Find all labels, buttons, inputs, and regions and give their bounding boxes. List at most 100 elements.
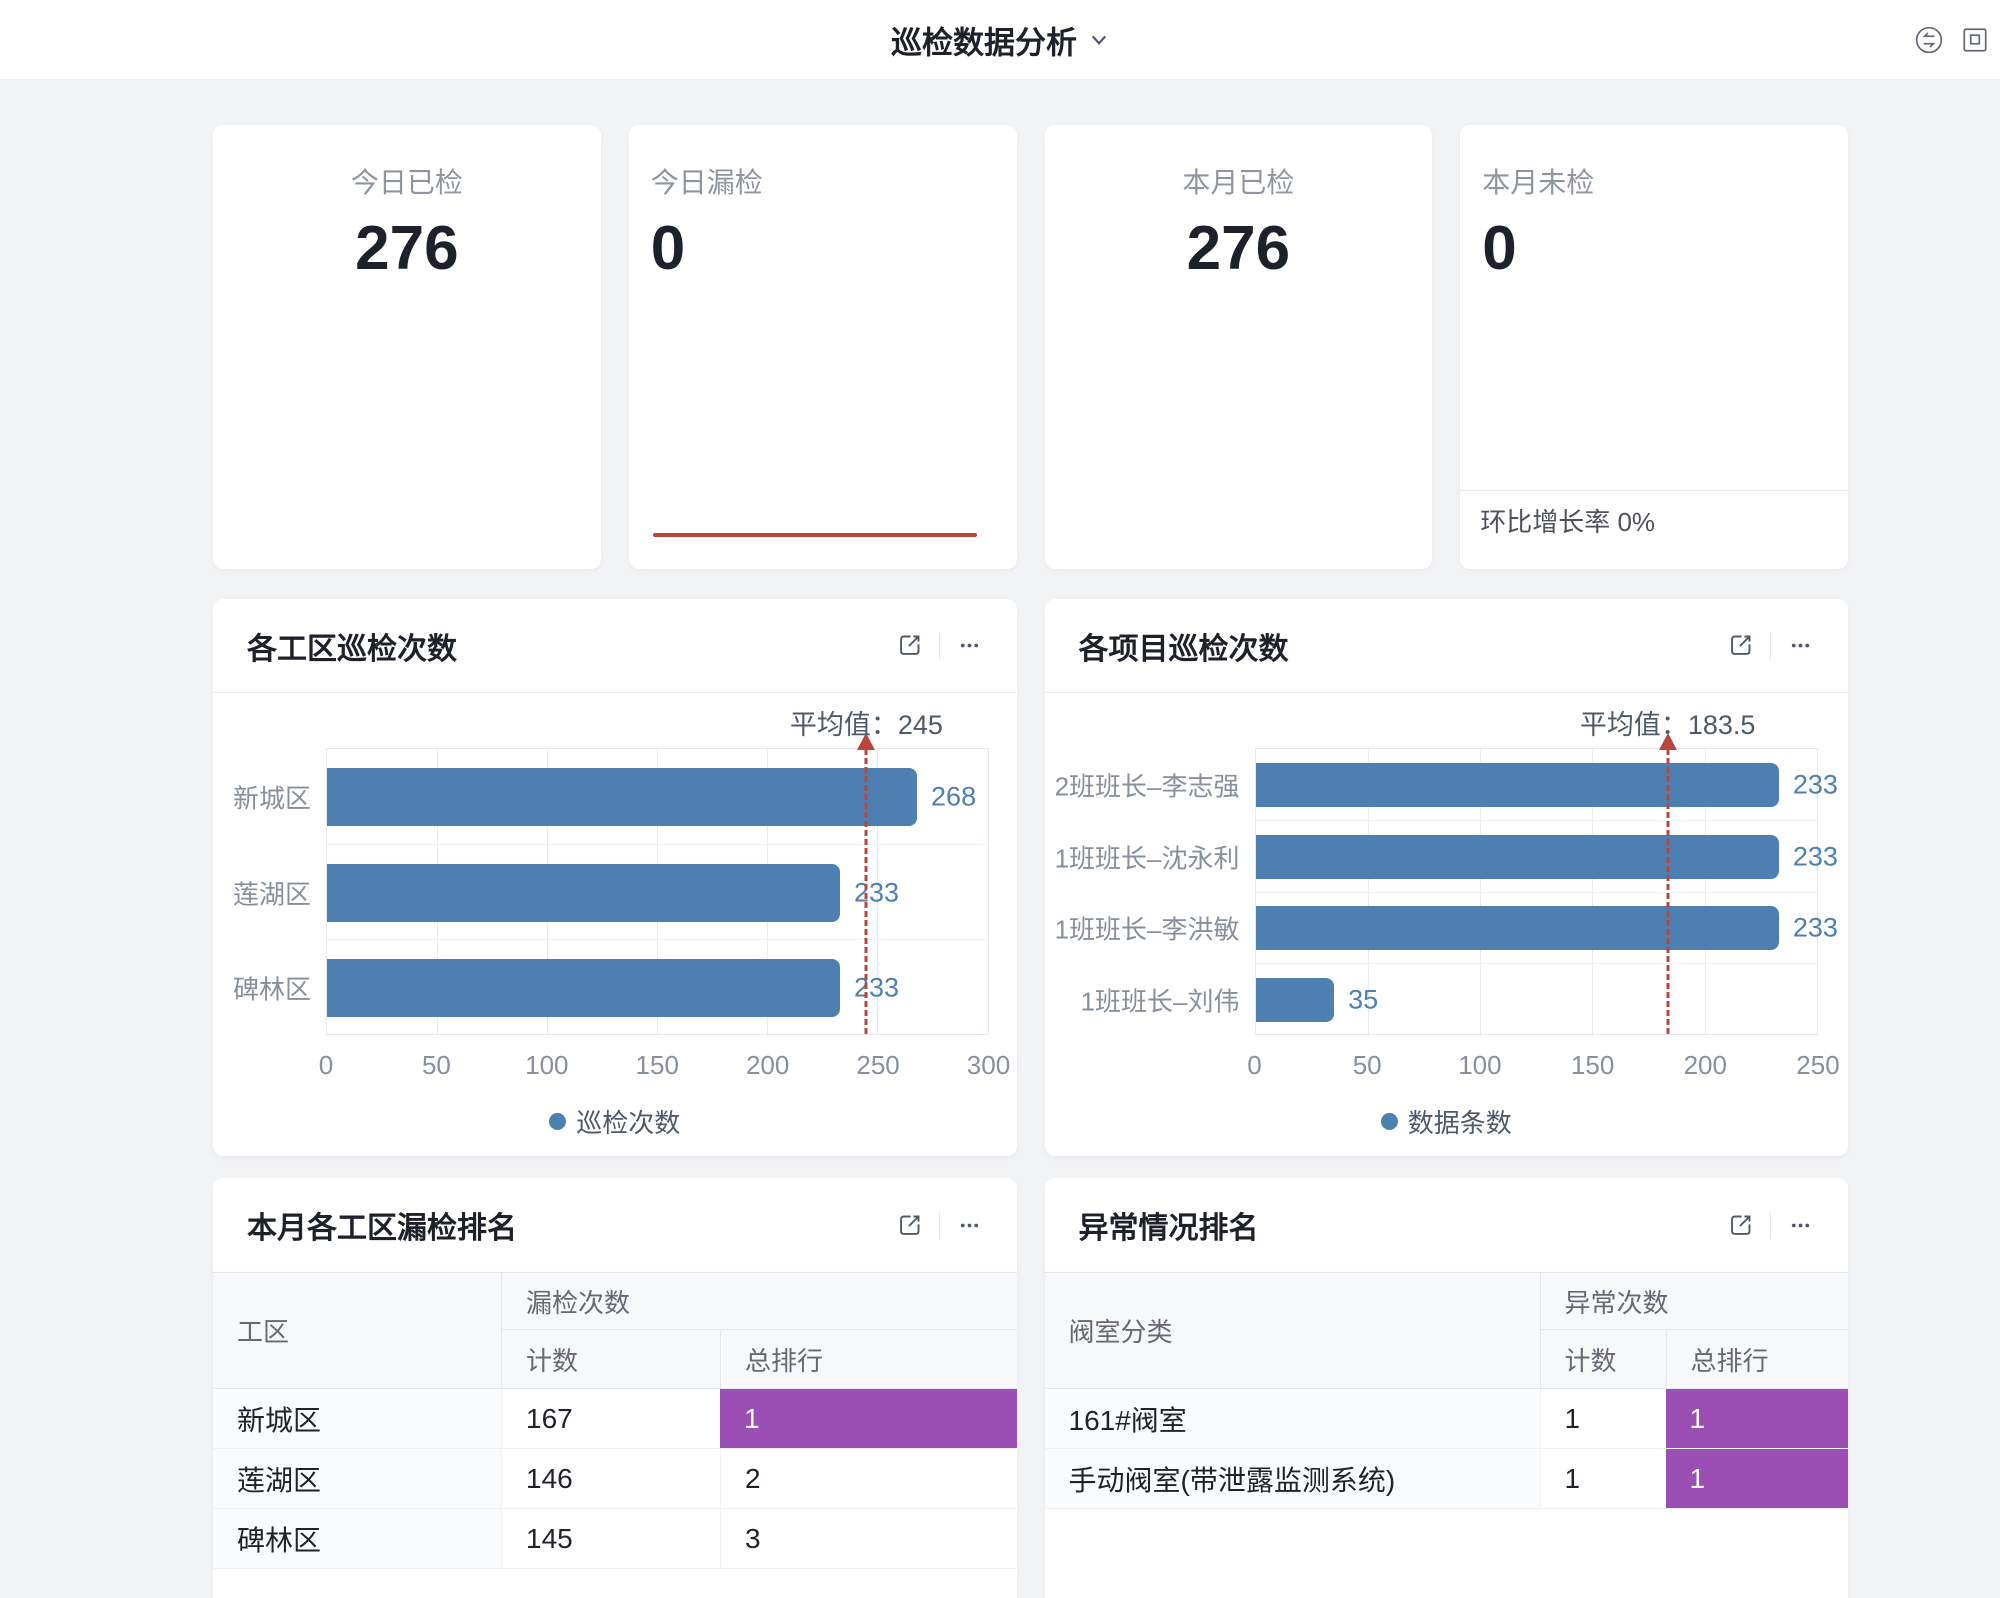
- external-link-icon[interactable]: [896, 632, 923, 659]
- legend-label: 数据条数: [1407, 1108, 1512, 1138]
- divider: [1770, 632, 1771, 659]
- gridline: [877, 749, 879, 1034]
- bar-segment[interactable]: [327, 767, 918, 826]
- x-tick-label: 150: [635, 1050, 679, 1080]
- table-row: 碑林区 145 3: [213, 1509, 1017, 1569]
- bar-chart-projects: 2班班长–李志强 233 1班班长–沈永利 233 1班班长–李洪敏 233 1班班长–刘伟…: [1045, 693, 1849, 1155]
- column-header: 总排行: [1665, 1330, 1849, 1388]
- gridline: [1255, 820, 1817, 822]
- more-ellipsis-icon[interactable]: [956, 1212, 983, 1239]
- x-tick-label: 150: [1570, 1050, 1615, 1080]
- legend-item[interactable]: 数据条数: [1045, 1103, 1849, 1140]
- stat-card-month-checked: 本月已检 276: [1044, 125, 1433, 569]
- value-label: 35: [1348, 984, 1379, 1015]
- chart-title: 各工区巡检次数: [247, 632, 457, 666]
- card-header: 各项目巡检次数: [1044, 599, 1848, 693]
- cell-name: 碑林区: [213, 1509, 501, 1568]
- stat-card-month-unchecked: 本月未检 0 环比增长率 0%: [1460, 125, 1848, 569]
- charts-row: 各工区巡检次数 新城区 268 莲湖区 233 碑林区 233 平均值：245 0 50 100 1…: [213, 599, 1848, 1156]
- value-label: 233: [1792, 769, 1838, 800]
- table-card-anomaly-ranking: 异常情况排名 阀室分类 异常次数 计数: [1044, 1178, 1849, 1598]
- chart-card-project-inspections: 各项目巡检次数 2班班长–李志强 233 1班班长–沈永利 233 1班班长–李洪敏 23…: [1044, 599, 1849, 1156]
- sync-swap-icon[interactable]: [1914, 25, 1944, 55]
- column-header: 工区: [237, 1317, 290, 1347]
- value-label: 233: [1792, 841, 1838, 872]
- sub-header-row: 计数 总排行: [1539, 1330, 1849, 1388]
- bar-segment[interactable]: [1255, 978, 1335, 1023]
- card-actions: [896, 632, 983, 659]
- table-body: 161#阀室 1 1 手动阀室(带泄露监测系统) 1 1: [1044, 1389, 1848, 1509]
- category-label: 新城区: [232, 783, 311, 814]
- group-header: 异常次数: [1539, 1273, 1848, 1330]
- more-ellipsis-icon[interactable]: [1787, 632, 1814, 659]
- x-tick-label: 100: [1458, 1050, 1502, 1080]
- divider: [1770, 1212, 1771, 1238]
- x-axis: 0 50 100 150 200 250: [1247, 1050, 1839, 1082]
- table-card-missed-ranking: 本月各工区漏检排名 工区 漏检次数 计数: [213, 1178, 1017, 1598]
- category-label: 1班班长–沈永利: [1054, 843, 1240, 874]
- cell-count: 167: [501, 1389, 720, 1448]
- window-icon[interactable]: [1960, 25, 1990, 55]
- x-tick-label: 250: [1796, 1050, 1840, 1080]
- external-link-icon[interactable]: [1727, 1212, 1754, 1239]
- column-group: 漏检次数 计数 总排行: [501, 1273, 1017, 1388]
- trend-line-flat: [652, 533, 977, 537]
- growth-rate-text: 环比增长率 0%: [1480, 507, 1656, 537]
- average-line: [1666, 749, 1670, 1034]
- card-header: 异常情况排名: [1045, 1178, 1849, 1272]
- category-label: 碑林区: [232, 974, 311, 1005]
- more-ellipsis-icon[interactable]: [956, 632, 983, 659]
- more-ellipsis-icon[interactable]: [1787, 1212, 1814, 1239]
- divider: [938, 632, 940, 659]
- cell-name: 161#阀室: [1044, 1389, 1540, 1448]
- column-header: 阀室分类: [1068, 1317, 1173, 1347]
- chart-card-workzone-inspections: 各工区巡检次数 新城区 268 莲湖区 233 碑林区 233 平均值：245 0 50 100 1…: [213, 599, 1017, 1156]
- cell-count: 145: [501, 1509, 720, 1568]
- stat-value: 0: [1482, 214, 1517, 283]
- gridline: [327, 939, 988, 940]
- dashboard-title-dropdown[interactable]: 巡检数据分析: [891, 17, 1109, 62]
- table-row: 161#阀室 1 1: [1044, 1389, 1848, 1449]
- average-value-label: 平均值：183.5: [1579, 710, 1756, 740]
- tables-row: 本月各工区漏检排名 工区 漏检次数 计数: [213, 1178, 1848, 1598]
- group-header: 漏检次数: [501, 1273, 1017, 1330]
- table-title: 异常情况排名: [1078, 1212, 1259, 1245]
- gridline: [327, 844, 988, 845]
- x-tick-label: 50: [1352, 1050, 1382, 1080]
- stat-value: 276: [355, 214, 459, 283]
- card-header: 本月各工区漏检排名: [213, 1178, 1017, 1272]
- bar-segment[interactable]: [327, 959, 840, 1018]
- table-title: 本月各工区漏检排名: [247, 1212, 517, 1245]
- legend-item[interactable]: 巡检次数: [213, 1103, 1017, 1140]
- external-link-icon[interactable]: [896, 1212, 923, 1239]
- bar-segment[interactable]: [327, 863, 840, 922]
- x-tick-label: 100: [525, 1050, 569, 1080]
- category-label: 2班班长–李志强: [1054, 771, 1240, 802]
- external-link-icon[interactable]: [1727, 632, 1754, 659]
- stat-label: 今日已检: [350, 167, 463, 198]
- stat-value: 0: [650, 214, 686, 283]
- table-row: 莲湖区 146 2: [213, 1449, 1017, 1509]
- average-arrow-icon: [1658, 733, 1677, 750]
- stat-value: 276: [1186, 214, 1291, 283]
- x-tick-label: 200: [1683, 1050, 1727, 1080]
- cell-count: 1: [1539, 1389, 1666, 1448]
- stat-label: 本月未检: [1482, 167, 1595, 198]
- bar-segment[interactable]: [1255, 906, 1779, 951]
- dashboard-content: 今日已检 276 今日漏检 0 本月已检 276 本月未检 0 环比增长率 0%…: [213, 125, 1848, 1598]
- cell-count: 146: [501, 1449, 720, 1508]
- chart-plot-area: 新城区 268 莲湖区 233 碑林区 233 平均值：245: [233, 710, 989, 1035]
- chevron-down-icon: [1091, 35, 1107, 45]
- cell-rank: 1: [1665, 1389, 1848, 1448]
- bar-segment[interactable]: [1255, 762, 1779, 807]
- card-actions: [1727, 1212, 1814, 1239]
- stats-row: 今日已检 276 今日漏检 0 本月已检 276 本月未检 0 环比增长率 0%: [213, 125, 1848, 569]
- column-header: 计数: [1539, 1330, 1666, 1388]
- stat-label: 本月已检: [1182, 167, 1295, 198]
- legend-dot-icon: [1380, 1113, 1398, 1130]
- bar-segment[interactable]: [1255, 834, 1779, 879]
- topbar-actions: [1914, 25, 1990, 55]
- gridline: [1255, 891, 1817, 893]
- x-tick-label: 300: [966, 1050, 1011, 1080]
- column-header: 计数: [501, 1330, 720, 1388]
